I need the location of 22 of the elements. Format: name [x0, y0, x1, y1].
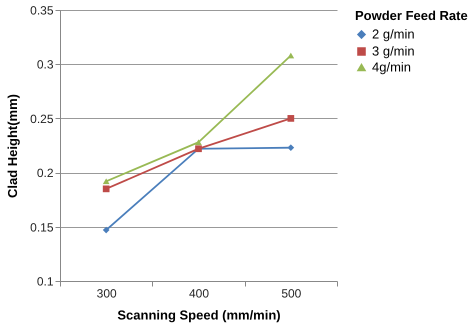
point [102, 178, 110, 184]
y-tick-label: 0.25 [30, 112, 54, 126]
y-axis-title: Clad Height(mm) [5, 94, 20, 198]
legend-label: 4g/min [372, 60, 412, 74]
y-tick-label: 0.2 [36, 166, 54, 180]
x-tick-label: 500 [281, 286, 302, 300]
y-tick-label: 0.3 [36, 58, 54, 72]
point [102, 226, 110, 234]
point [287, 115, 294, 122]
point [195, 139, 202, 146]
point [287, 144, 294, 152]
point [102, 186, 110, 192]
x-axis-title: Scanning Speed (mm/min) [117, 308, 281, 322]
y-tick-label: 0.15 [30, 220, 54, 234]
y-tick-label: 0.1 [36, 274, 54, 288]
legend-label: 3 g/min [372, 44, 415, 58]
legend-label: 2 g/min [372, 26, 415, 42]
x-tick-label: 400 [188, 286, 210, 300]
legend-title: Powder Feed Rate [355, 8, 468, 23]
x-tick-label: 300 [96, 286, 117, 300]
point [287, 52, 294, 58]
y-tick-label: 0.35 [30, 4, 54, 18]
